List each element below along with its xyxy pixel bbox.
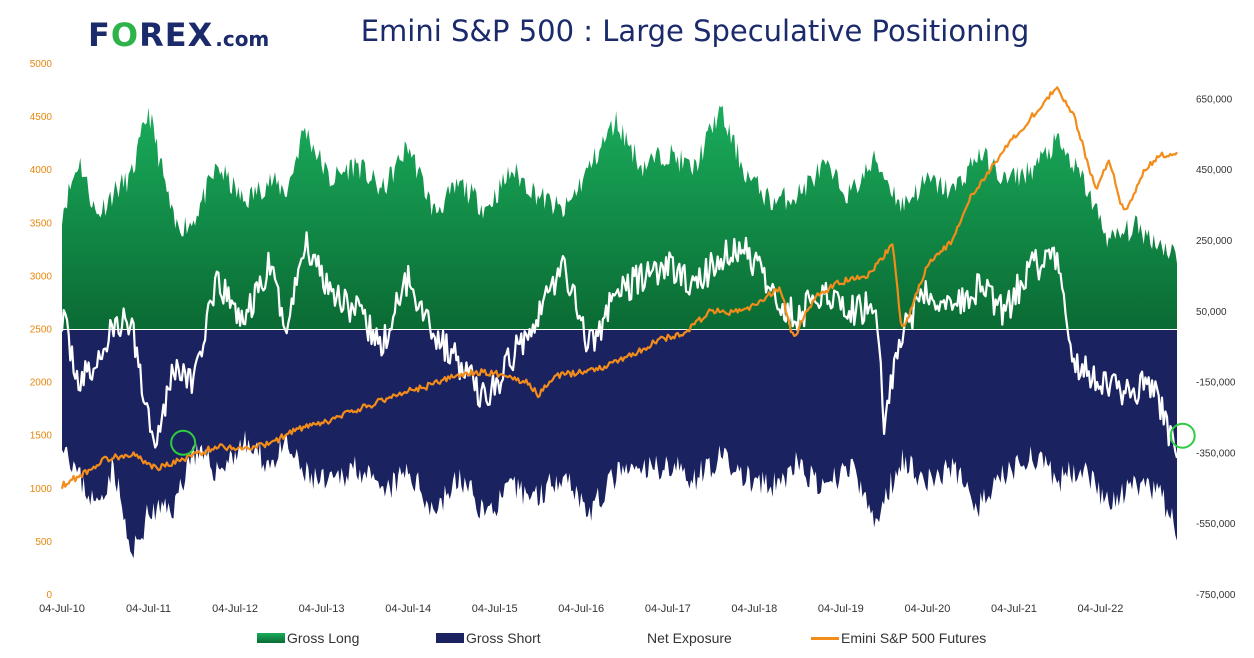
- right-tick-label: 250,000: [1196, 236, 1233, 247]
- left-tick-label: 2000: [30, 378, 53, 389]
- x-tick-label: 04-Jul-21: [991, 603, 1037, 615]
- plot-area: [60, 86, 1196, 559]
- legend-gross-short: Gross Short: [436, 630, 541, 646]
- legend-futures: Emini S&P 500 Futures: [811, 630, 986, 646]
- legend-net-exposure: Net Exposure: [617, 630, 732, 646]
- annotation-circle-1: [170, 429, 197, 456]
- legend-futures-swatch: [811, 636, 839, 640]
- legend: Gross Long Gross Short Net Exposure Emin…: [0, 630, 1254, 650]
- right-tick-label: -750,000: [1196, 590, 1236, 601]
- logo-wordmark: FOREX: [88, 16, 214, 54]
- right-tick-label: -550,000: [1196, 519, 1236, 530]
- chart-title: Emini S&P 500 : Large Speculative Positi…: [360, 14, 1030, 48]
- left-tick-label: 1500: [30, 431, 53, 442]
- legend-net-exposure-label: Net Exposure: [647, 630, 732, 646]
- legend-gross-short-swatch: [436, 633, 464, 643]
- annotation-circle-2: [1169, 422, 1196, 449]
- legend-gross-short-label: Gross Short: [466, 630, 541, 646]
- x-tick-label: 04-Jul-18: [731, 603, 777, 615]
- right-axis: 650,000 450,000 250,000 50,000 -150,000 -350,…: [1196, 94, 1236, 601]
- x-tick-label: 04-Jul-20: [904, 603, 950, 615]
- right-tick-label: -150,000: [1196, 378, 1236, 389]
- left-tick-label: 0: [46, 590, 52, 601]
- left-tick-label: 2500: [30, 325, 53, 336]
- left-tick-label: 4000: [30, 165, 53, 176]
- left-tick-label: 3500: [30, 218, 53, 229]
- forex-logo: FOREX .com: [88, 16, 269, 56]
- logo-suffix: .com: [215, 27, 270, 51]
- futures-line: [60, 86, 1178, 490]
- gross-long-area: [62, 105, 1178, 330]
- legend-gross-long: Gross Long: [257, 630, 359, 646]
- left-tick-label: 4500: [30, 112, 53, 123]
- legend-gross-long-label: Gross Long: [287, 630, 360, 646]
- gross-short-area: [62, 329, 1178, 559]
- x-tick-label: 04-Jul-17: [645, 603, 691, 615]
- legend-net-exposure-swatch: [617, 636, 645, 640]
- left-tick-label: 3000: [30, 271, 53, 282]
- right-tick-label: 50,000: [1196, 307, 1227, 318]
- right-tick-label: 650,000: [1196, 94, 1233, 105]
- x-tick-label: 04-Jul-16: [558, 603, 604, 615]
- left-tick-label: 5000: [30, 59, 53, 70]
- x-axis: 04-Jul-10 04-Jul-11 04-Jul-12 04-Jul-13 04-J…: [39, 603, 1123, 615]
- legend-gross-long-swatch: [257, 633, 285, 643]
- x-tick-label: 04-Jul-12: [212, 603, 258, 615]
- left-axis: 0 500 1000 1500 2000 2500 3000 3500 4000 4500 5000: [30, 59, 53, 601]
- x-tick-label: 04-Jul-11: [126, 603, 171, 615]
- left-tick-label: 500: [35, 537, 52, 548]
- net-exposure-line: [60, 231, 1179, 459]
- x-tick-label: 04-Jul-15: [472, 603, 518, 615]
- left-tick-label: 1000: [30, 484, 53, 495]
- x-tick-label: 04-Jul-13: [299, 603, 345, 615]
- x-tick-label: 04-Jul-19: [818, 603, 864, 615]
- x-tick-label: 04-Jul-10: [39, 603, 85, 615]
- legend-futures-label: Emini S&P 500 Futures: [841, 630, 987, 646]
- x-tick-label: 04-Jul-14: [385, 603, 431, 615]
- x-tick-label: 04-Jul-22: [1078, 603, 1124, 615]
- right-tick-label: -350,000: [1196, 448, 1236, 459]
- right-tick-label: 450,000: [1196, 165, 1233, 176]
